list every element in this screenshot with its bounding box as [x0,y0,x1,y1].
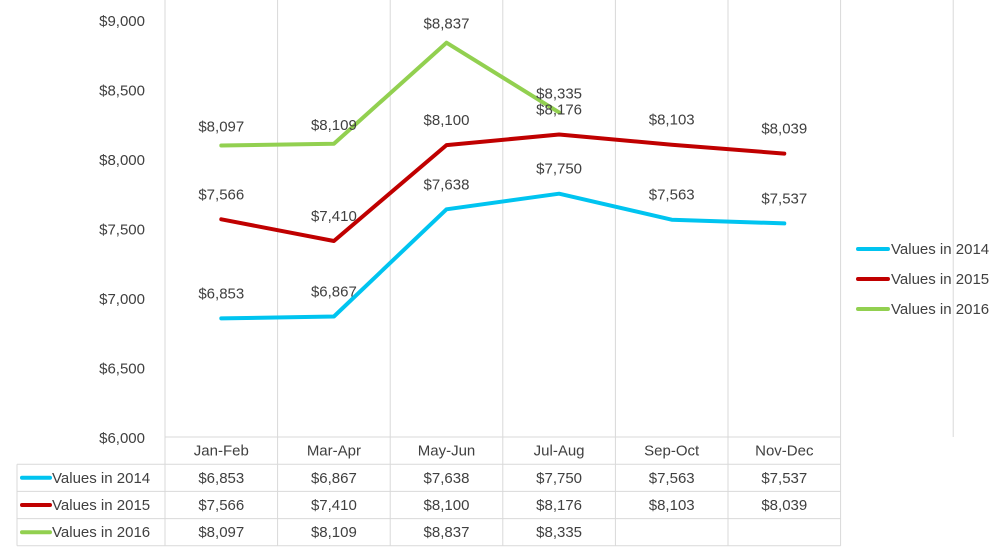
data-label: $8,335 [536,85,582,102]
data-label: $8,039 [761,121,807,138]
y-tick-label: $8,000 [99,152,145,169]
series-line [219,40,562,148]
table-cell: $8,109 [311,524,357,541]
y-tick-label: $7,500 [99,222,145,239]
data-table: Jan-Feb Mar-Apr May-Jun Jul-Aug Sep-Oct Nov-D… [16,436,842,547]
table-cell: $7,750 [536,470,582,487]
data-label: $8,109 [311,117,357,134]
table-row-label: Values in 2014 [52,470,150,487]
x-tick-label: Jul-Aug [534,443,585,460]
table-row-label: Values in 2015 [52,497,150,514]
y-axis: $6,000 $6,500 $7,000 $7,500 $8,000 $8,500 $9,0… [99,13,145,447]
y-tick-label: $9,000 [99,13,145,30]
table-cell: $8,335 [536,524,582,541]
series-lines [219,40,787,321]
data-label: $7,750 [536,161,582,178]
gridlines [164,0,954,437]
x-tick-label: Mar-Apr [307,443,361,460]
table-cell: $7,566 [198,497,244,514]
legend-label: Values in 2015 [891,271,989,288]
data-labels: $6,853 $6,867 $7,638 $7,750 $7,563 $7,537 $7,5… [198,16,807,303]
table-row-label: Values in 2016 [52,524,150,541]
table-cell: $8,100 [424,497,470,514]
table-cell: $6,867 [311,470,357,487]
data-label: $7,410 [311,208,357,225]
table-cell: $8,103 [649,497,695,514]
data-label: $7,537 [761,190,807,207]
data-label: $6,867 [311,284,357,301]
table-cell: $8,176 [536,497,582,514]
x-tick-label: Nov-Dec [755,443,814,460]
legend-label: Values in 2016 [891,301,989,318]
y-tick-label: $6,000 [99,430,145,447]
series-line [219,132,787,243]
legend: Values in 2014 Values in 2015 Values in 20… [856,241,989,318]
table-cell: $6,853 [198,470,244,487]
x-tick-label: Sep-Oct [644,443,700,460]
data-label: $8,176 [536,102,582,119]
table-cell: $8,039 [761,497,807,514]
data-label: $8,097 [198,119,244,136]
legend-label: Values in 2014 [891,241,989,258]
data-label: $6,853 [198,285,244,302]
table-cell: $8,837 [424,524,470,541]
data-label: $7,563 [649,187,695,204]
x-tick-label: May-Jun [418,443,476,460]
data-label: $7,566 [198,186,244,203]
y-tick-label: $6,500 [99,361,145,378]
table-cell: $7,410 [311,497,357,514]
series-line [219,191,787,321]
table-cell: $7,537 [761,470,807,487]
x-tick-label: Jan-Feb [194,443,249,460]
data-label: $8,100 [424,112,470,129]
table-cell: $7,563 [649,470,695,487]
table-cell: $8,097 [198,524,244,541]
y-tick-label: $7,000 [99,291,145,308]
data-label: $8,103 [649,112,695,129]
table-cell: $7,638 [424,470,470,487]
data-label: $7,638 [424,176,470,193]
y-tick-label: $8,500 [99,83,145,100]
data-label: $8,837 [424,16,470,33]
